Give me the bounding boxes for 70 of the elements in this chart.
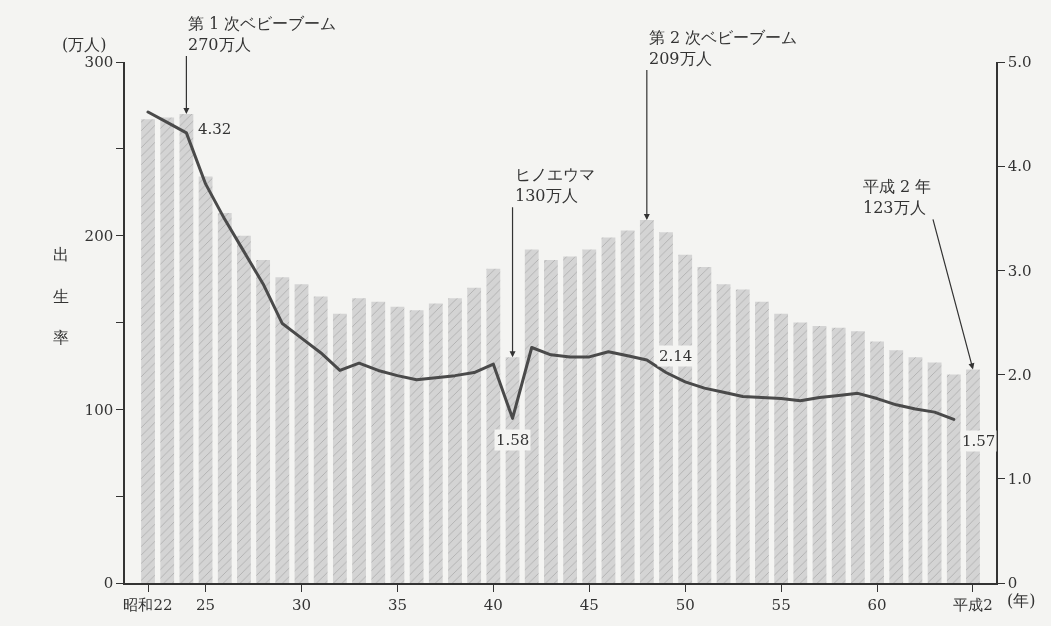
bar bbox=[371, 301, 386, 583]
bar bbox=[428, 303, 443, 583]
bar bbox=[812, 325, 827, 583]
bar bbox=[448, 298, 462, 583]
bar bbox=[390, 306, 405, 583]
x-tick-label: 昭和22 bbox=[123, 595, 173, 614]
data-label: 1.58 bbox=[496, 431, 530, 449]
bar bbox=[352, 298, 366, 583]
y-tick-label: 300 bbox=[84, 53, 114, 72]
data-label: 1.57 bbox=[962, 432, 996, 450]
bar bbox=[332, 313, 347, 583]
bar bbox=[831, 327, 846, 583]
x-tick-label: 45 bbox=[579, 595, 599, 614]
bar bbox=[544, 259, 558, 583]
bar bbox=[735, 289, 750, 583]
bar bbox=[793, 322, 808, 583]
bar bbox=[889, 350, 904, 583]
x-tick-label: 35 bbox=[387, 595, 407, 614]
text: (万人) bbox=[62, 35, 107, 54]
x-axis-title: (年) bbox=[1007, 591, 1036, 610]
x-tick-label: 55 bbox=[771, 595, 791, 614]
bar bbox=[198, 176, 213, 583]
x-tick-label: 50 bbox=[675, 595, 695, 614]
bar bbox=[467, 287, 482, 583]
text: 出生率 bbox=[53, 245, 69, 348]
bar bbox=[716, 284, 731, 583]
y2-tick-label: 3.0 bbox=[1007, 261, 1032, 280]
annotation: 平成 2 年 123万人 bbox=[863, 177, 932, 217]
bar bbox=[179, 114, 194, 583]
annotation: 第 1 次ベビーブーム 270万人 bbox=[188, 14, 337, 54]
bar bbox=[160, 117, 175, 583]
line-series bbox=[146, 110, 956, 421]
bar bbox=[946, 374, 961, 583]
bar bbox=[870, 341, 884, 583]
x-tick-label: 40 bbox=[483, 595, 503, 614]
x-tick-label: 25 bbox=[196, 595, 216, 614]
bar bbox=[601, 237, 616, 583]
annotation: 第 2 次ベビーブーム 209万人 bbox=[649, 28, 798, 68]
y2-tick-label: 5.0 bbox=[1007, 53, 1032, 72]
y-tick-label: 100 bbox=[84, 400, 114, 419]
bar bbox=[275, 277, 290, 583]
bar bbox=[237, 235, 251, 583]
bar bbox=[774, 313, 789, 583]
bar bbox=[409, 310, 424, 583]
bar bbox=[850, 331, 865, 583]
bar bbox=[908, 357, 923, 583]
y2-tick-label: 2.0 bbox=[1007, 365, 1032, 384]
y2-tick-label: 4.0 bbox=[1007, 157, 1032, 176]
y-tick-label: 200 bbox=[84, 226, 114, 245]
bar bbox=[313, 296, 328, 583]
x-tick-label: 平成2 bbox=[953, 595, 993, 614]
data-label: 4.32 bbox=[198, 120, 232, 138]
data-label: 2.14 bbox=[659, 347, 693, 365]
bar bbox=[639, 220, 654, 583]
bar bbox=[141, 119, 155, 583]
bar bbox=[697, 266, 712, 583]
y-tick-label: 0 bbox=[103, 574, 114, 593]
y2-tick-label: 1.0 bbox=[1007, 470, 1032, 489]
bar bbox=[927, 362, 942, 583]
y2-tick-label: 0 bbox=[1007, 574, 1018, 593]
bar bbox=[256, 259, 271, 583]
annotation: ヒノエウマ 130万人 bbox=[515, 165, 595, 205]
bar bbox=[755, 301, 769, 583]
bar bbox=[620, 230, 635, 583]
bar bbox=[294, 284, 309, 583]
x-tick-label: 30 bbox=[291, 595, 312, 614]
bar bbox=[582, 249, 597, 583]
x-tick-label: 60 bbox=[867, 595, 887, 614]
bar bbox=[217, 213, 232, 583]
bar bbox=[563, 256, 577, 583]
